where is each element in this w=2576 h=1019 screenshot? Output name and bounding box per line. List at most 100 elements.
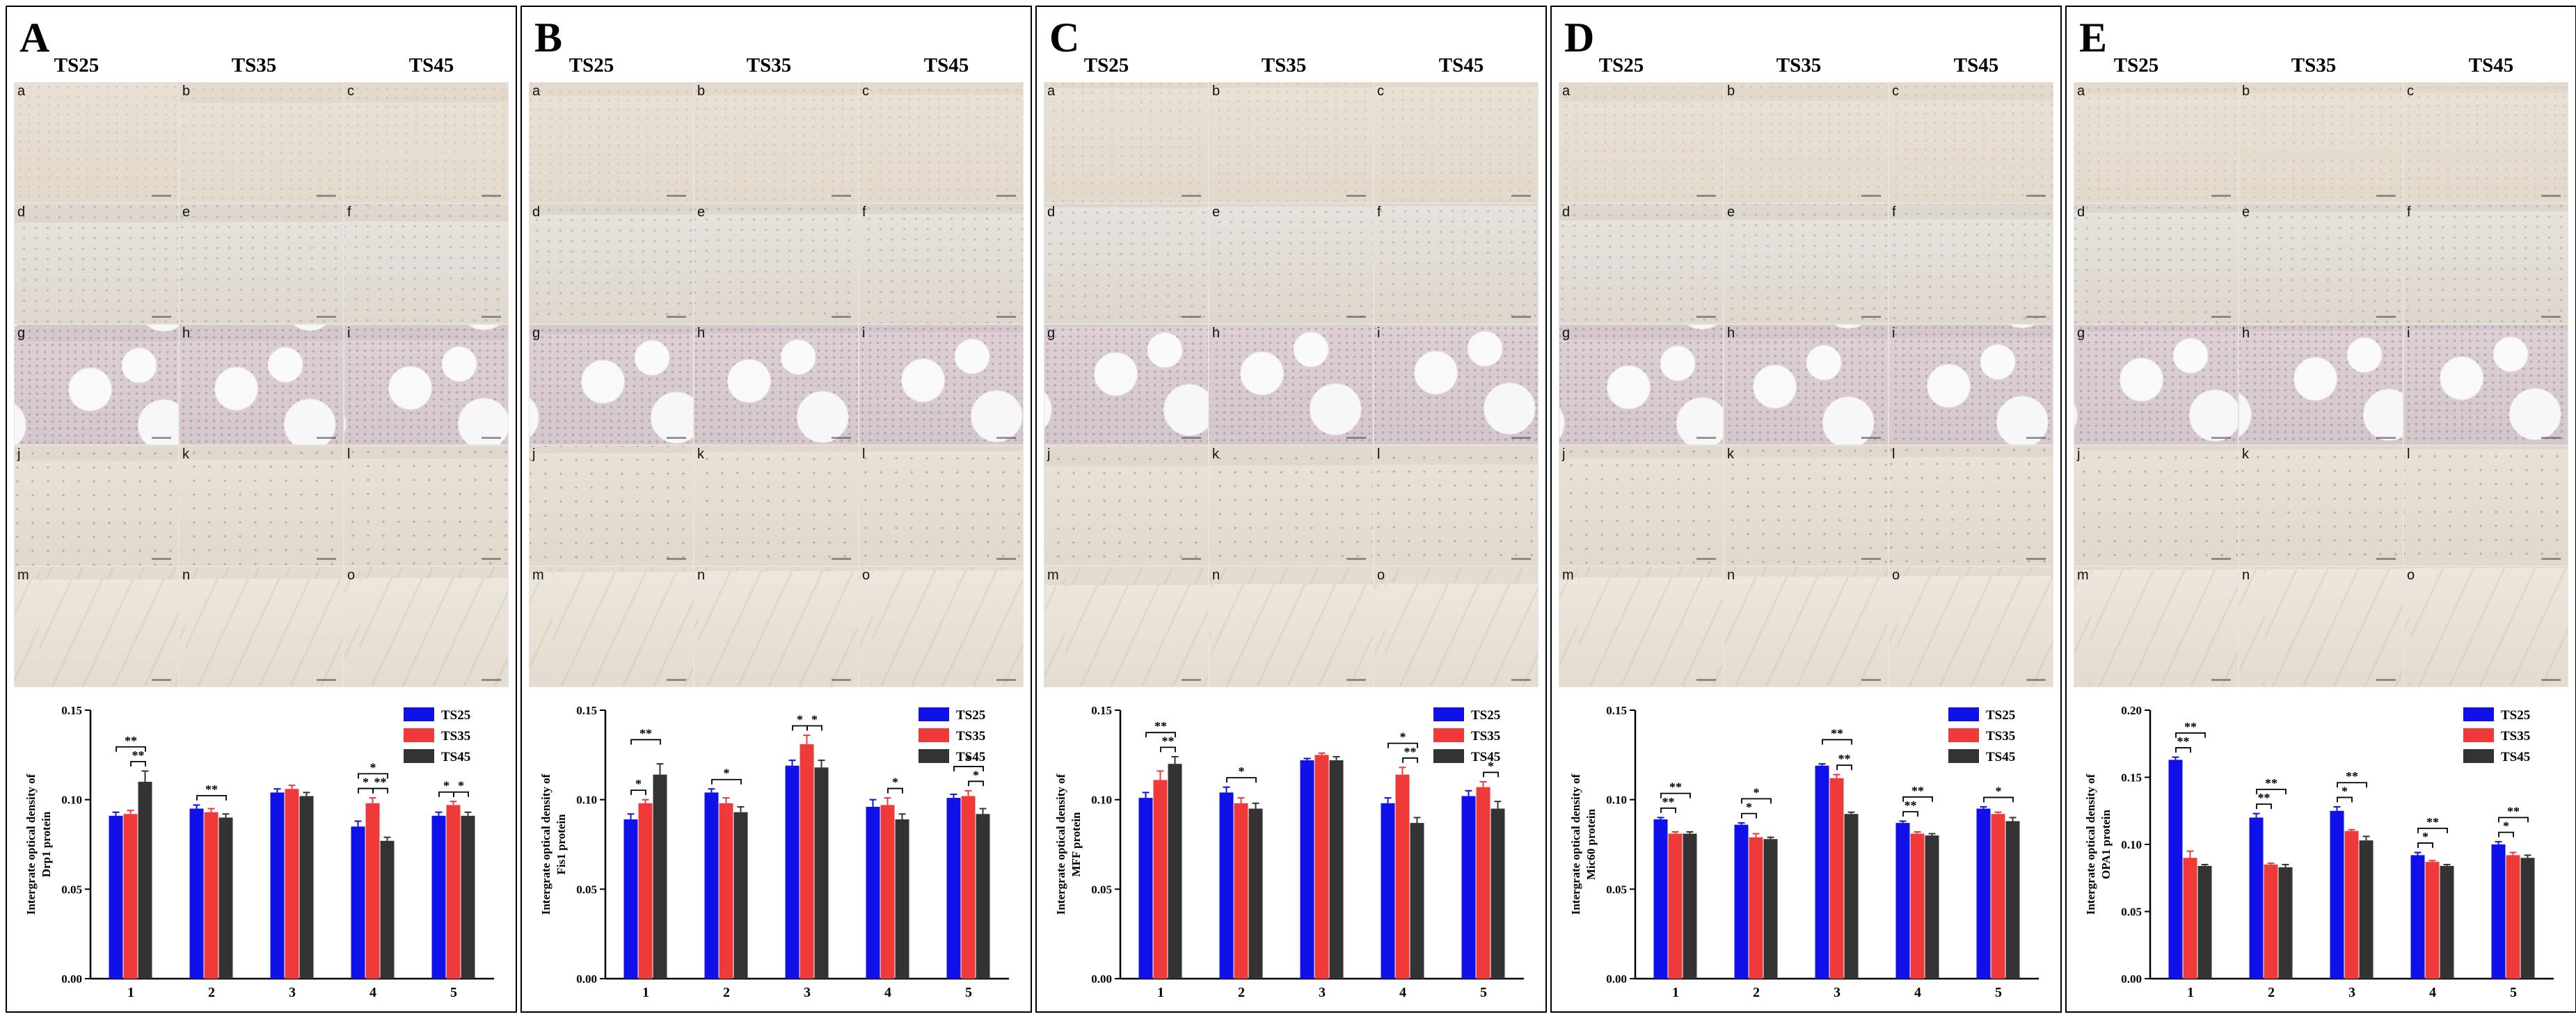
tile-label: l bbox=[1377, 447, 1381, 462]
x-tick-label: 2 bbox=[723, 985, 730, 998]
bar bbox=[1844, 814, 1859, 979]
significance-bracket bbox=[1822, 739, 1852, 745]
x-tick-label: 3 bbox=[804, 985, 811, 998]
tile-label: b bbox=[2242, 83, 2250, 99]
bar bbox=[2425, 862, 2440, 979]
y-tick-label: 0.15 bbox=[61, 704, 82, 717]
column-header: TS25 bbox=[569, 54, 614, 77]
tile-label: j bbox=[532, 447, 536, 462]
significance-label: ** bbox=[2507, 804, 2520, 818]
significance-label: ** bbox=[2426, 815, 2439, 829]
significance-bracket bbox=[196, 794, 227, 801]
significance-label: * bbox=[811, 713, 818, 727]
panel-letter: C bbox=[1049, 15, 1080, 61]
tile-label: n bbox=[182, 568, 191, 583]
scale-bar bbox=[1346, 679, 1366, 681]
micrograph-tile: h bbox=[2239, 324, 2403, 445]
tile-label: l bbox=[347, 447, 351, 462]
significance-label: * bbox=[973, 768, 979, 782]
bar bbox=[285, 789, 299, 979]
bar bbox=[1749, 837, 1763, 979]
significance-bracket bbox=[358, 787, 374, 794]
significance-bracket bbox=[2498, 831, 2514, 837]
column-header: TS35 bbox=[1776, 54, 1822, 77]
significance-label: ** bbox=[1154, 719, 1167, 733]
y-tick-label: 0.20 bbox=[2121, 704, 2142, 717]
x-tick-label: 1 bbox=[127, 985, 134, 998]
tile-label: g bbox=[1047, 326, 1056, 341]
y-axis-label-line: Intergrate optical density of bbox=[1054, 773, 1067, 915]
significance-bracket bbox=[1160, 746, 1176, 753]
legend-label: TS25 bbox=[1471, 708, 1500, 723]
micrograph-tile: b bbox=[694, 82, 859, 203]
tile-label: o bbox=[347, 568, 356, 583]
scale-bar bbox=[667, 316, 686, 318]
y-axis-label-line: Mic60 protein bbox=[1584, 808, 1598, 880]
legend-swatch bbox=[404, 749, 434, 763]
tile-label: f bbox=[347, 204, 351, 220]
tile-label: k bbox=[697, 447, 704, 462]
micrograph-tile: a bbox=[529, 82, 694, 203]
scale-bar bbox=[2211, 316, 2231, 318]
tile-label: d bbox=[17, 204, 26, 220]
micrograph-tile: n bbox=[2239, 566, 2403, 687]
bar bbox=[1329, 760, 1344, 979]
micrograph-tile: j bbox=[1559, 445, 1724, 566]
significance-bracket bbox=[1660, 792, 1691, 799]
bar bbox=[1991, 814, 2005, 979]
tile-label: n bbox=[697, 568, 706, 583]
significance-bracket bbox=[2175, 732, 2206, 738]
micrograph-tile: h bbox=[179, 324, 344, 445]
micrograph-tile: f bbox=[2403, 203, 2568, 324]
scale-bar bbox=[832, 316, 851, 318]
column-header: TS25 bbox=[2113, 54, 2159, 77]
significance-bracket bbox=[1226, 777, 1257, 783]
scale-bar bbox=[1511, 195, 1531, 197]
x-tick-label: 2 bbox=[2268, 985, 2275, 998]
scale-bar bbox=[667, 437, 686, 439]
bar bbox=[2005, 821, 2020, 979]
column-header: TS25 bbox=[1083, 54, 1129, 77]
scale-bar bbox=[2211, 437, 2231, 439]
significance-bracket bbox=[358, 773, 388, 779]
significance-label: * bbox=[363, 776, 369, 789]
y-axis-label: Intergrate optical density of OPA1 protei… bbox=[2084, 773, 2113, 915]
significance-label: ** bbox=[2258, 791, 2271, 805]
legend-swatch bbox=[1433, 728, 1464, 742]
micrograph-grid: a b c d e f g h i j k l m n o bbox=[529, 82, 1024, 687]
micrograph-tile: k bbox=[179, 445, 344, 566]
bar bbox=[2183, 858, 2197, 979]
significance-label: * bbox=[1400, 730, 1406, 744]
legend-label: TS25 bbox=[2501, 708, 2530, 723]
significance-bracket bbox=[1388, 742, 1418, 748]
scale-bar bbox=[832, 437, 851, 439]
micrograph-tile: k bbox=[2239, 445, 2403, 566]
column-header: TS45 bbox=[1953, 54, 1999, 77]
tile-label: b bbox=[697, 83, 706, 99]
bar bbox=[1763, 839, 1778, 979]
tile-label: c bbox=[1377, 83, 1384, 99]
bar bbox=[653, 774, 667, 979]
significance-bracket bbox=[2417, 842, 2433, 849]
y-tick-label: 0.05 bbox=[2121, 906, 2142, 919]
significance-bracket bbox=[1902, 811, 1918, 817]
micrograph-tile: n bbox=[1209, 566, 1374, 687]
micrograph-tile: d bbox=[1044, 203, 1209, 324]
scale-bar bbox=[152, 558, 171, 560]
micrograph-tile: b bbox=[1724, 82, 1889, 203]
bar bbox=[461, 815, 475, 979]
tile-label: c bbox=[1892, 83, 1899, 99]
micrograph-tile: m bbox=[14, 566, 179, 687]
tile-label: b bbox=[1727, 83, 1735, 99]
x-tick-label: 1 bbox=[2187, 985, 2194, 998]
bar bbox=[2278, 867, 2293, 979]
tile-label: g bbox=[2077, 326, 2085, 341]
micrograph-tile: i bbox=[344, 324, 509, 445]
bar bbox=[1248, 808, 1263, 979]
micrograph-tile: e bbox=[179, 203, 344, 324]
legend-swatch bbox=[404, 728, 434, 742]
significance-bracket bbox=[130, 761, 146, 767]
bar-chart: Intergrate optical density of Mic60 prote… bbox=[1569, 704, 2039, 998]
tile-label: h bbox=[1212, 326, 1221, 341]
significance-label: * bbox=[2422, 830, 2428, 844]
